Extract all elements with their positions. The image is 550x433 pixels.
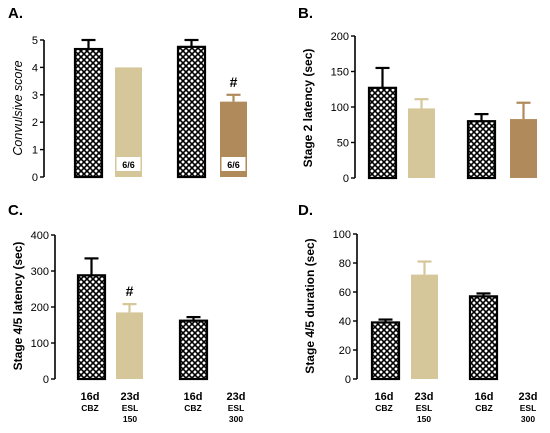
panel-b-bars	[367, 66, 537, 180]
y-tick-label: 40	[339, 316, 351, 328]
panel-c-axes: 0 100 200 300 400	[31, 230, 56, 386]
x-group-sublabel: 150	[123, 414, 137, 424]
x-group-label: 23d	[227, 391, 246, 403]
x-group-sublabel: CBZ	[184, 403, 201, 413]
panel-b: B. Stage 2 latency (sec) 0 50 100 150 200	[298, 5, 537, 185]
panel-a: A. Convulsive score 0 1 2 3 4 5 6/6 6/6 #	[8, 5, 247, 184]
panel-c-ylabel: Stage 4/5 latency (sec)	[11, 242, 25, 371]
panel-b-axes: 0 50 100 150 200	[331, 31, 356, 185]
bar-16d-cbz	[178, 319, 209, 381]
x-group-label: 23d	[415, 391, 434, 403]
x-group-sublabel: 300	[521, 414, 535, 424]
y-tick-label: 100	[31, 338, 49, 350]
bar-16d-cbz	[468, 295, 499, 381]
bar-16d-cbz	[370, 321, 401, 381]
x-group-label: 16d	[184, 391, 203, 403]
x-group-sublabel: ESL	[228, 403, 245, 413]
x-group-label: 23d	[519, 391, 538, 403]
y-tick-label: 60	[339, 287, 351, 299]
panel-b-ylabel: Stage 2 latency (sec)	[301, 49, 315, 168]
y-tick-label: 50	[337, 138, 349, 150]
y-tick-label: 200	[31, 302, 49, 314]
panel-c: C. Stage 4/5 latency (sec) 0 100 200 300 400…	[8, 202, 209, 386]
y-tick-label: 200	[331, 31, 349, 43]
y-tick-label: 20	[339, 345, 351, 357]
bar-16d-cbz	[73, 47, 104, 179]
y-tick-label: 80	[339, 258, 351, 270]
bar-23d-esl-300	[510, 119, 537, 178]
significance-marker: #	[230, 74, 238, 90]
panel-d-axes: 0 20 40 60 80 100	[333, 229, 358, 386]
bar-16d-cbz	[76, 274, 107, 381]
bar-label-box	[116, 157, 141, 171]
bar-n-label: 6/6	[227, 160, 240, 170]
y-tick-label: 0	[32, 172, 38, 184]
panel-a-letter: A.	[8, 5, 23, 22]
x-group-sublabel: ESL	[122, 403, 139, 413]
y-tick-label: 0	[43, 374, 49, 386]
y-tick-label: 0	[343, 173, 349, 185]
y-tick-label: 1	[32, 145, 38, 157]
y-tick-label: 150	[331, 67, 349, 79]
y-tick-label: 4	[32, 62, 38, 74]
panel-d-ylabel: Stage 4/5 duration (sec)	[303, 238, 317, 373]
y-tick-label: 300	[31, 266, 49, 278]
x-group-label: 23d	[121, 391, 140, 403]
panel-a-ylabel: Convulsive score	[11, 60, 25, 155]
bar-23d-esl-150	[408, 108, 435, 178]
y-tick-label: 0	[345, 374, 351, 386]
x-group-label: 16d	[375, 391, 394, 403]
y-tick-label: 5	[32, 35, 38, 47]
panel-a-bars: 6/6 6/6 #	[73, 38, 247, 179]
x-group-sublabel: 150	[417, 414, 431, 424]
y-tick-label: 100	[333, 229, 351, 241]
bar-16d-cbz	[176, 45, 207, 179]
x-group-sublabel: CBZ	[81, 403, 98, 413]
panel-d-letter: D.	[298, 202, 313, 219]
panel-d-bars	[370, 260, 499, 381]
bar-23d-esl-150	[411, 274, 438, 379]
panel-c-bars: #	[76, 257, 209, 381]
x-group-sublabel: CBZ	[375, 403, 392, 413]
x-group-sublabel: CBZ	[475, 403, 492, 413]
y-tick-label: 100	[331, 102, 349, 114]
y-tick-label: 2	[32, 117, 38, 129]
bar-label-box	[221, 157, 246, 171]
x-group-label: 16d	[475, 391, 494, 403]
bar-n-label: 6/6	[122, 160, 135, 170]
bar-23d-esl-150	[116, 312, 143, 379]
x-group-label: 16d	[81, 391, 100, 403]
panel-b-letter: B.	[298, 5, 313, 22]
panel-c-letter: C.	[8, 202, 23, 219]
bar-16d-cbz	[367, 86, 398, 180]
x-group-sublabel: ESL	[416, 403, 433, 413]
x-group-sublabel: ESL	[520, 403, 537, 413]
y-tick-label: 3	[32, 90, 38, 102]
x-group-sublabel: 300	[229, 414, 243, 424]
bar-16d-cbz	[466, 120, 497, 180]
panel-a-axes: 0 1 2 3 4 5	[32, 35, 45, 184]
panel-d: D. Stage 4/5 duration (sec) 0 20 40 60 80 100	[298, 202, 499, 386]
significance-marker: #	[126, 283, 134, 299]
y-tick-label: 400	[31, 230, 49, 242]
